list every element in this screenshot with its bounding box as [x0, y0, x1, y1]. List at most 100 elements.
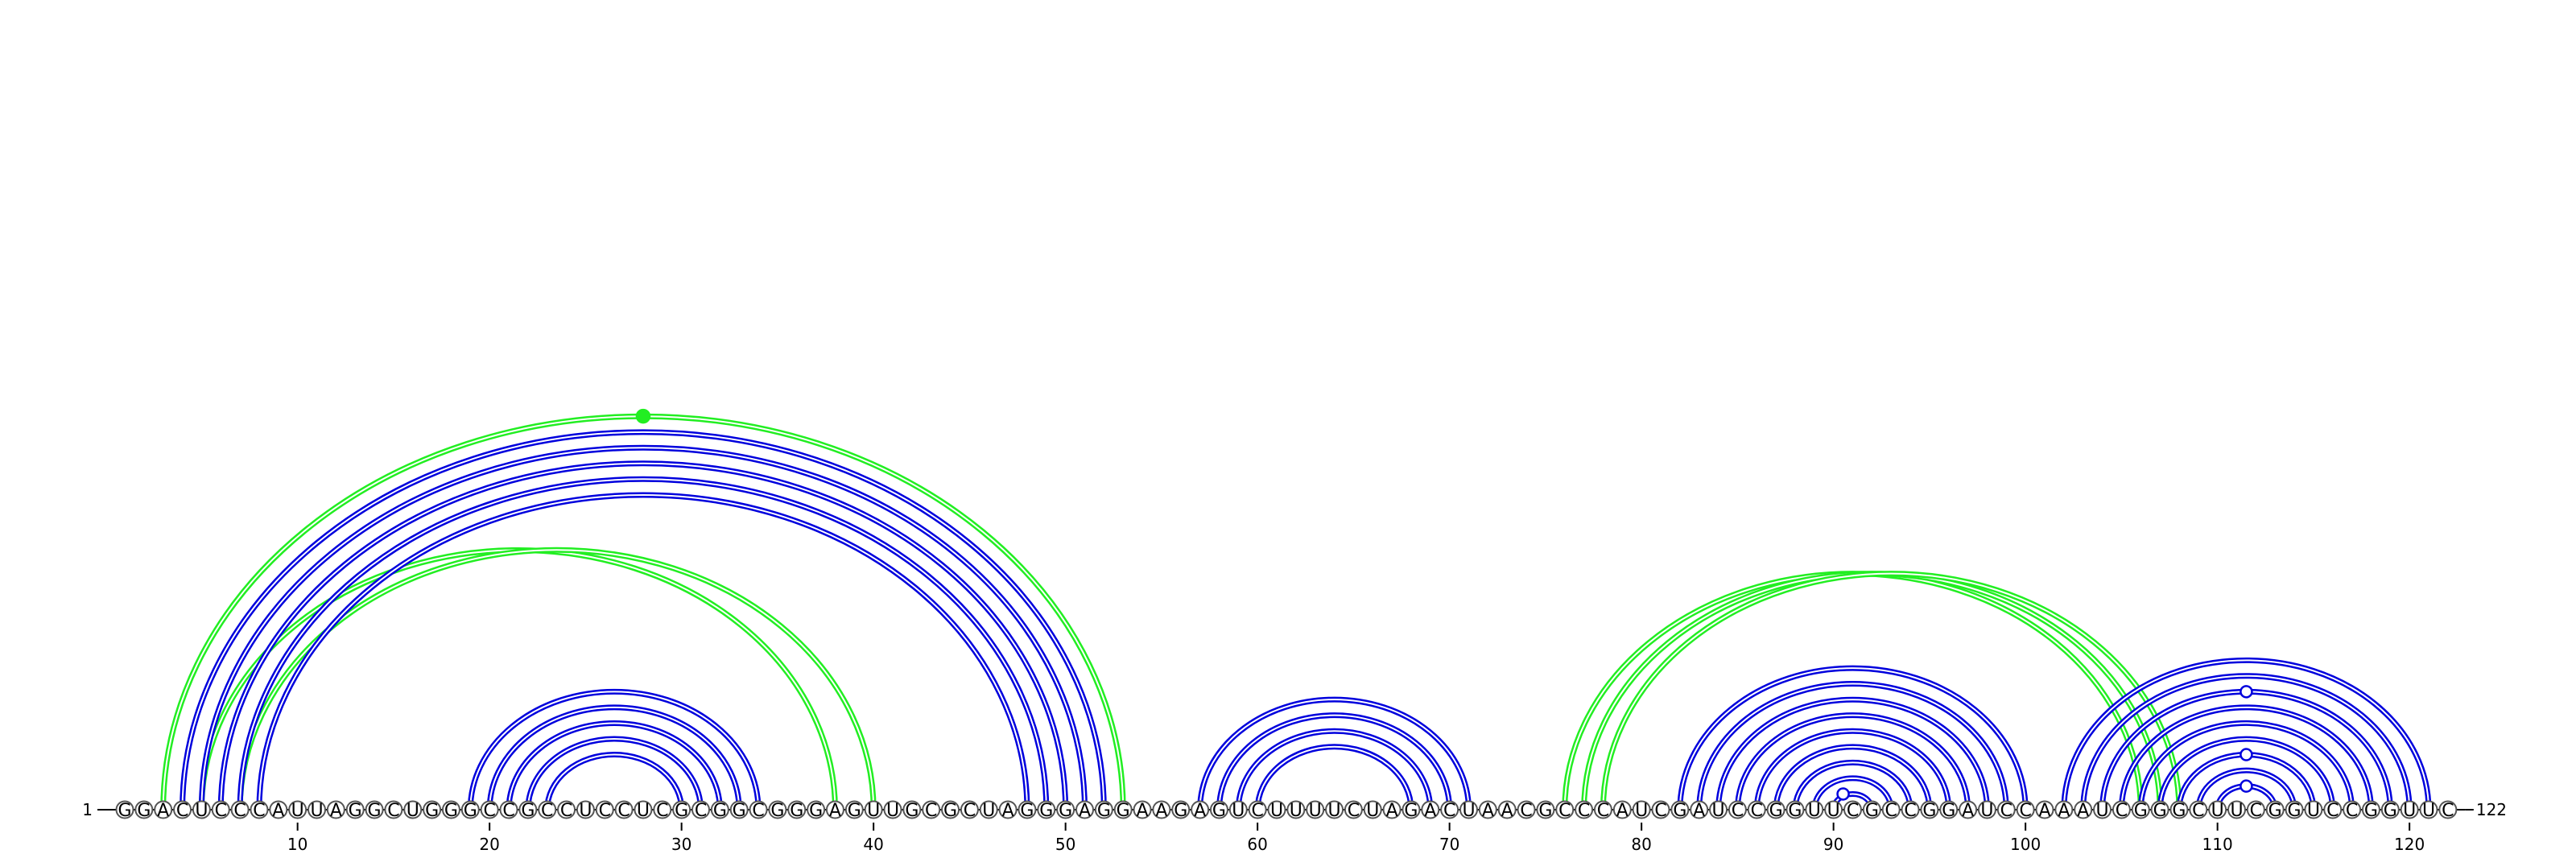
nucleotide-circle	[844, 800, 864, 819]
nucleotide-120: U	[2400, 800, 2419, 821]
nucleotide-letter: C	[1348, 801, 1360, 821]
arc-78-108	[1600, 571, 2182, 811]
nucleotide-letter: C	[1578, 801, 1590, 821]
nucleotide-118: G	[2361, 800, 2380, 821]
arc-marker-3	[2240, 748, 2253, 761]
nucleotide-26: C	[595, 800, 614, 821]
nucleotide-letter: U	[1290, 801, 1302, 821]
nucleotide-letter: U	[1270, 801, 1283, 821]
nucleotide-12: A	[326, 800, 345, 821]
nucleotide-108: G	[2169, 800, 2189, 821]
nucleotide-letter: C	[233, 801, 246, 821]
nucleotide-113: G	[2265, 800, 2285, 821]
nucleotide-letter: U	[1309, 801, 1322, 821]
nucleotide-95: G	[1920, 800, 1939, 821]
nucleotide-115: U	[2304, 800, 2323, 821]
arc-stroke	[198, 444, 1088, 811]
nucleotide-96: G	[1939, 800, 1959, 821]
nucleotide-60: C	[1248, 800, 1267, 821]
nucleotide-circle	[2093, 800, 2112, 819]
nucleotide-circle	[308, 800, 326, 819]
nucleotide-letter: U	[1980, 801, 1993, 821]
arc-stroke	[1753, 728, 1952, 811]
nucleotide-letter: A	[2038, 801, 2050, 821]
arc-58-70	[1216, 712, 1453, 811]
nucleotide-circle	[1286, 800, 1306, 819]
nucleotide-100: C	[2016, 800, 2035, 821]
nucleotide-circle	[1056, 800, 1075, 819]
nucleotide-91: C	[1843, 800, 1862, 821]
nucleotide-7: C	[230, 800, 250, 821]
nucleotide-circle	[326, 800, 345, 819]
nucleotide-letter: C	[617, 801, 630, 821]
arc-core	[200, 447, 1086, 811]
nucleotide-circle	[2304, 800, 2323, 819]
nucleotide-83: A	[1690, 800, 1709, 821]
nucleotide-39: G	[844, 800, 864, 821]
arc-core	[239, 478, 1047, 811]
arc-6-50	[217, 460, 1069, 811]
nucleotide-15: C	[384, 800, 403, 821]
nucleotide-circle	[1344, 800, 1363, 819]
nucleotide-letter: A	[1386, 801, 1398, 821]
nucleotide-circle	[1881, 800, 1901, 819]
arc-core	[2120, 706, 2372, 811]
nucleotide-25: U	[576, 800, 595, 821]
arc-core	[2197, 769, 2296, 811]
nucleotide-circle	[1612, 800, 1632, 819]
arc-88-94	[1792, 759, 1913, 811]
nucleotide-circle	[115, 800, 134, 819]
nucleotide-circle	[538, 800, 557, 819]
nucleotide-letter: A	[1194, 801, 1206, 821]
nucleotide-letter: U	[637, 801, 650, 821]
nucleotide-circle	[1497, 800, 1517, 819]
nucleotide-circle	[1996, 800, 2016, 819]
nucleotide-109: C	[2189, 800, 2208, 821]
nucleotide-circle	[807, 800, 826, 819]
arc-5-51	[198, 444, 1088, 811]
arc-stroke	[1677, 665, 2029, 811]
nucleotide-6: C	[211, 800, 230, 821]
nucleotide-letter: G	[2384, 801, 2397, 821]
nucleotide-letter: G	[675, 801, 688, 821]
nucleotide-circle	[345, 800, 365, 819]
nucleotide-circle	[403, 800, 423, 819]
arc-core	[1794, 761, 1912, 811]
nucleotide-69: A	[1421, 800, 1440, 821]
nucleotide-letter: C	[253, 801, 265, 821]
nucleotide-circle	[729, 800, 749, 819]
nucleotide-letter: G	[770, 801, 784, 821]
nucleotide-circle	[1747, 800, 1766, 819]
arc-core	[469, 691, 760, 811]
nucleotide-circle	[2169, 800, 2189, 819]
nucleotide-78: C	[1593, 800, 1612, 821]
nucleotide-circle	[653, 800, 672, 819]
nucleotide-letter: C	[502, 801, 514, 821]
nucleotide-circle	[1632, 800, 1651, 819]
nucleotide-letter: A	[1501, 801, 1513, 821]
nucleotide-31: C	[691, 800, 710, 821]
arc-stroke	[1562, 571, 2144, 811]
arc-107-116	[2157, 736, 2336, 811]
nucleotide-circle	[825, 800, 844, 819]
nucleotide-97: A	[1959, 800, 1978, 821]
nucleotide-32: G	[710, 800, 729, 821]
nucleotide-104: U	[2093, 800, 2112, 821]
arc-102-121	[2061, 657, 2432, 811]
nucleotide-55: A	[1152, 800, 1171, 821]
arc-core	[546, 753, 683, 811]
nucleotide-102: A	[2054, 800, 2074, 821]
tick-label-120: 120	[2394, 835, 2425, 854]
nucleotide-circle	[499, 800, 518, 819]
arc-7-49	[237, 476, 1050, 811]
nucleotide-circle	[2112, 800, 2131, 819]
nucleotide-circle	[2419, 800, 2438, 819]
nucleotide-letter: A	[1693, 801, 1705, 821]
arc-4-52	[180, 429, 1107, 811]
nucleotide-letter: C	[2250, 801, 2262, 821]
arc-57-71	[1197, 696, 1472, 811]
arc-105-118	[2118, 704, 2374, 811]
nucleotide-letter: C	[1597, 801, 1609, 821]
nucleotide-10: U	[288, 800, 308, 821]
nucleotide-22: G	[518, 800, 538, 821]
